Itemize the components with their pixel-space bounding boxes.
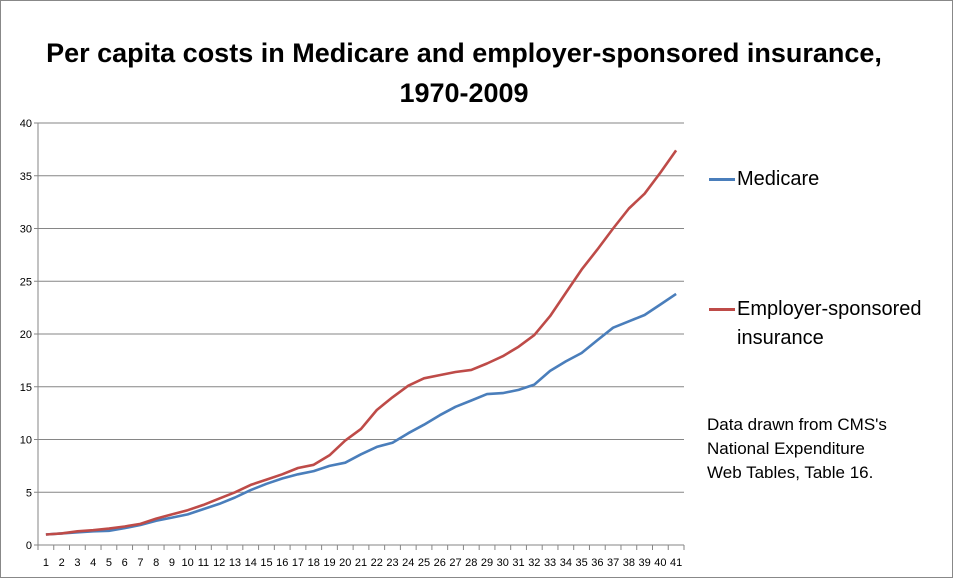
legend-medicare-label: Medicare xyxy=(737,168,820,190)
y-tick-label: 15 xyxy=(20,382,32,394)
y-tick-label: 40 xyxy=(20,118,32,130)
x-tick-label: 9 xyxy=(169,557,175,569)
series-line-employer-sponsored xyxy=(45,149,678,536)
source-note-line3: Web Tables, Table 16. xyxy=(707,463,874,482)
source-note-line1: Data drawn from CMS's xyxy=(707,415,887,434)
legend-medicare-swatch xyxy=(709,178,735,181)
series-line-medicare xyxy=(45,292,677,536)
legend-employer-swatch xyxy=(709,308,735,311)
x-tick-label: 33 xyxy=(544,557,556,569)
x-tick-label: 12 xyxy=(213,557,225,569)
x-tick-label: 11 xyxy=(198,557,209,569)
y-tick-label: 35 xyxy=(20,171,32,183)
x-tick-label: 18 xyxy=(308,557,320,569)
x-tick-label: 4 xyxy=(90,557,96,569)
x-tick-label: 10 xyxy=(182,557,194,569)
x-tick-label: 30 xyxy=(497,557,509,569)
x-tick-label: 40 xyxy=(654,557,666,569)
x-tick-label: 27 xyxy=(449,557,461,569)
chart-title-line1: Per capita costs in Medicare and employe… xyxy=(46,38,882,68)
x-tick-label: 36 xyxy=(591,557,603,569)
x-tick-label: 21 xyxy=(355,557,367,569)
x-tick-label: 37 xyxy=(607,557,619,569)
source-note: Data drawn from CMS's National Expenditu… xyxy=(707,413,947,485)
x-tick-label: 32 xyxy=(528,557,540,569)
x-tick-label: 8 xyxy=(153,557,159,569)
chart-title: Per capita costs in Medicare and employe… xyxy=(1,33,927,113)
x-tick-label: 17 xyxy=(292,557,304,569)
x-tick-label: 25 xyxy=(418,557,430,569)
y-tick-label: 20 xyxy=(20,329,32,341)
x-tick-label: 39 xyxy=(638,557,650,569)
x-tick-label: 15 xyxy=(260,557,272,569)
x-tick-label: 13 xyxy=(229,557,241,569)
x-tick-label: 38 xyxy=(623,557,635,569)
x-tick-label: 1 xyxy=(43,557,49,569)
y-tick-label: 25 xyxy=(20,276,32,288)
x-tick-label: 41 xyxy=(670,557,682,569)
x-tick-label: 5 xyxy=(106,557,112,569)
y-tick-label: 0 xyxy=(26,540,32,552)
x-tick-label: 2 xyxy=(59,557,65,569)
x-tick-label: 6 xyxy=(122,557,128,569)
source-note-line2: National Expenditure xyxy=(707,439,865,458)
x-tick-label: 29 xyxy=(481,557,493,569)
chart-title-line2: 1970-2009 xyxy=(399,78,529,108)
x-tick-label: 16 xyxy=(276,557,288,569)
y-tick-label: 10 xyxy=(20,435,32,447)
x-tick-label: 20 xyxy=(339,557,351,569)
x-tick-label: 31 xyxy=(512,557,524,569)
x-tick-label: 26 xyxy=(434,557,446,569)
y-tick-label: 30 xyxy=(20,224,32,236)
legend-employer-label: Employer-sponsored insurance xyxy=(737,295,922,353)
x-tick-label: 22 xyxy=(371,557,383,569)
x-tick-label: 7 xyxy=(137,557,143,569)
x-tick-label: 28 xyxy=(465,557,477,569)
x-tick-label: 24 xyxy=(402,557,414,569)
legend-employer-label-line2: insurance xyxy=(737,327,824,349)
y-tick-label: 5 xyxy=(26,487,32,499)
x-tick-label: 34 xyxy=(560,557,572,569)
x-tick-label: 35 xyxy=(575,557,587,569)
x-tick-label: 19 xyxy=(323,557,335,569)
x-tick-label: 14 xyxy=(245,557,257,569)
x-tick-label: 3 xyxy=(74,557,80,569)
legend-employer-label-line1: Employer-sponsored xyxy=(737,298,922,320)
x-tick-label: 23 xyxy=(386,557,398,569)
